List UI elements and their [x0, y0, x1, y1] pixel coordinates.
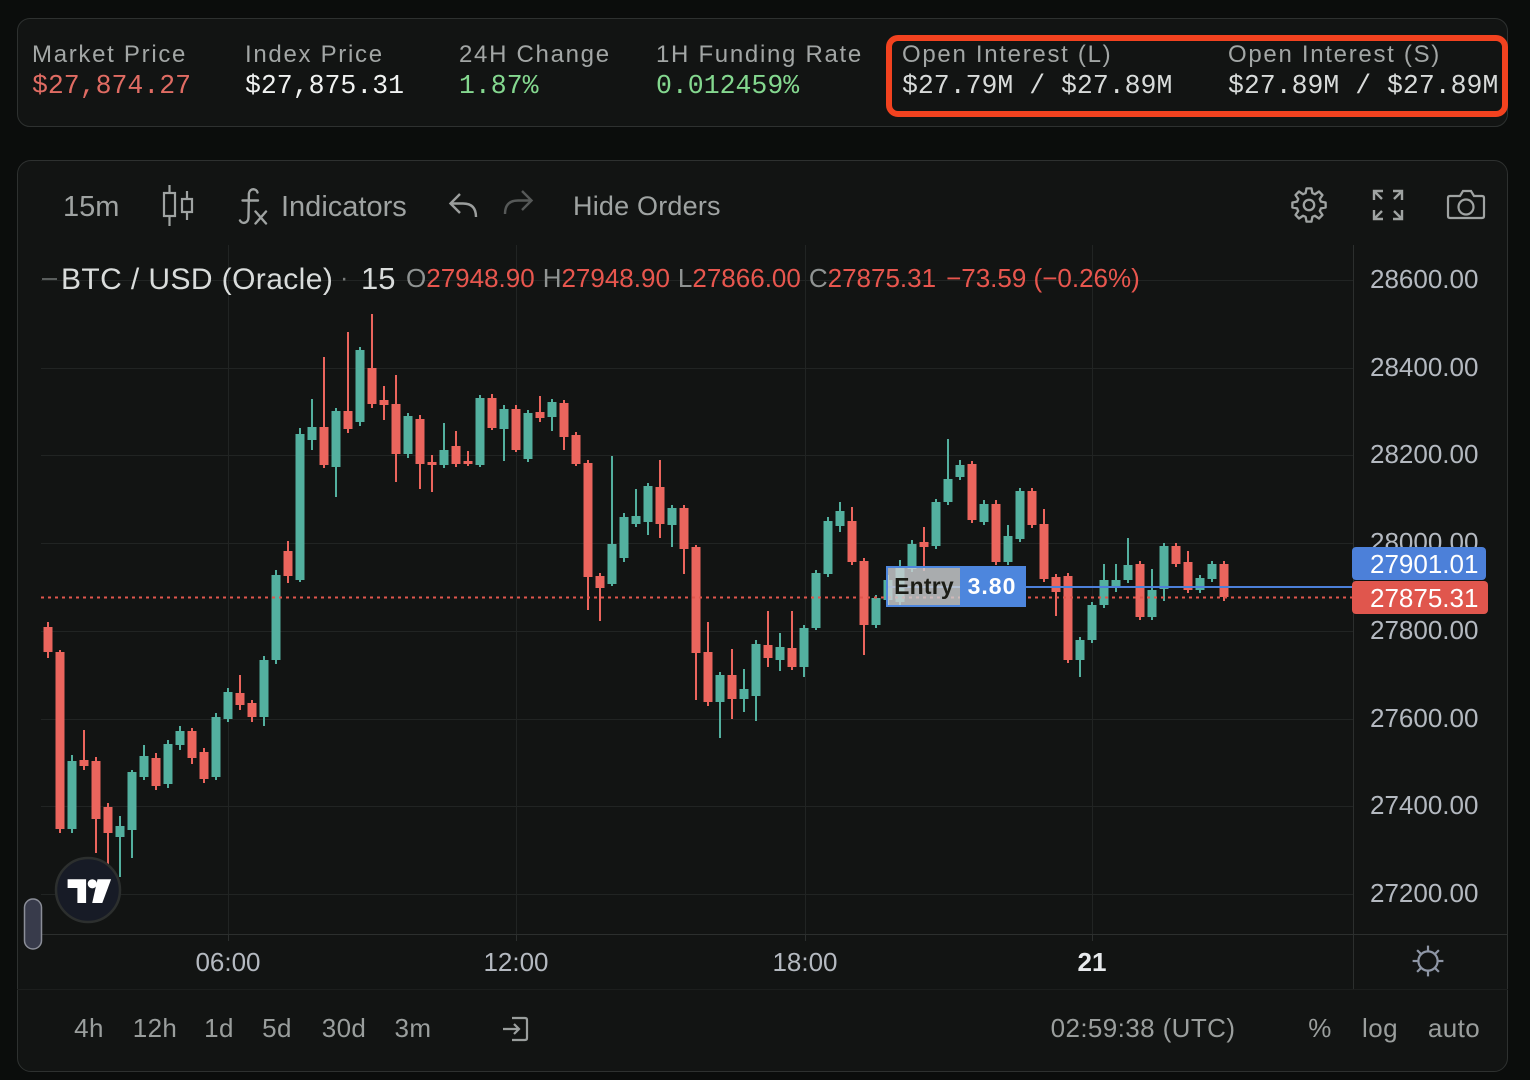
svg-text:28600.00: 28600.00 [1370, 264, 1478, 294]
svg-text:%: % [1308, 1013, 1332, 1043]
svg-text:5d: 5d [262, 1013, 292, 1043]
svg-text:27600.00: 27600.00 [1370, 703, 1478, 733]
svg-text:18:00: 18:00 [772, 947, 837, 977]
svg-text:Indicators: Indicators [281, 191, 407, 223]
svg-text:1d: 1d [204, 1013, 234, 1043]
svg-text:15: 15 [361, 261, 395, 296]
svg-text:27200.00: 27200.00 [1370, 878, 1478, 908]
svg-text:06:00: 06:00 [195, 947, 260, 977]
svg-text:28200.00: 28200.00 [1370, 439, 1478, 469]
svg-text:BTC / USD (Oracle): BTC / USD (Oracle) [61, 263, 333, 296]
svg-text:·: · [340, 264, 348, 292]
svg-text:12h: 12h [133, 1013, 178, 1043]
svg-text:27901.01: 27901.01 [1370, 549, 1478, 579]
svg-text:Hide Orders: Hide Orders [573, 191, 721, 221]
svg-text:4h: 4h [74, 1013, 104, 1043]
svg-text:3m: 3m [395, 1013, 432, 1043]
svg-text:21: 21 [1078, 947, 1107, 977]
svg-text:12:00: 12:00 [483, 947, 548, 977]
svg-text:30d: 30d [322, 1013, 367, 1043]
svg-text:log: log [1362, 1013, 1398, 1043]
svg-text:27875.31: 27875.31 [1370, 583, 1478, 613]
svg-text:27800.00: 27800.00 [1370, 615, 1478, 645]
svg-text:auto: auto [1428, 1013, 1480, 1043]
svg-text:27400.00: 27400.00 [1370, 790, 1478, 820]
svg-text:02:59:38 (UTC): 02:59:38 (UTC) [1051, 1013, 1236, 1043]
svg-text:15m: 15m [63, 191, 119, 223]
svg-text:28400.00: 28400.00 [1370, 352, 1478, 382]
